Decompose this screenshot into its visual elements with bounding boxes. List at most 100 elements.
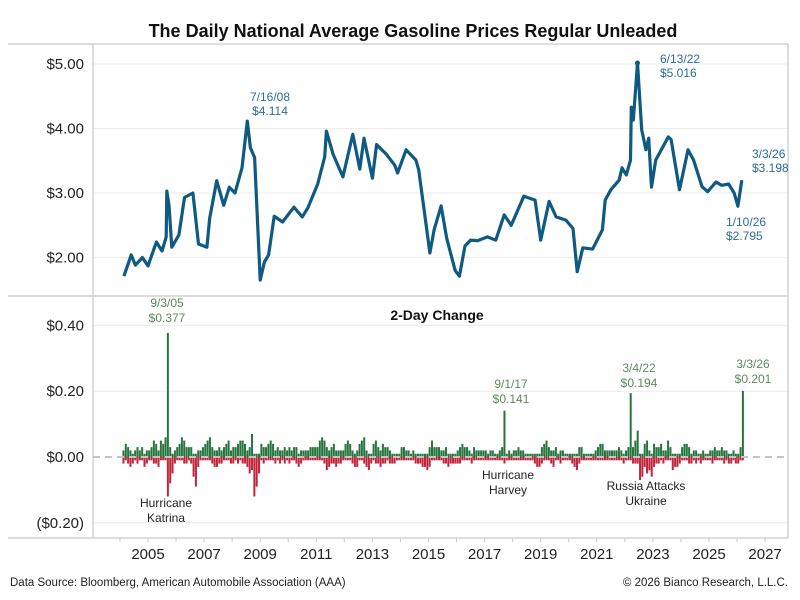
negative-change-bar [388, 457, 391, 464]
positive-change-bar [255, 453, 258, 457]
negative-change-bar [540, 457, 543, 464]
negative-change-bar [337, 457, 340, 464]
positive-change-bar [480, 450, 483, 457]
negative-change-bar [564, 457, 567, 461]
positive-change-bar [473, 447, 476, 457]
y-tick-label: $0.00 [46, 449, 84, 466]
positive-change-bar [734, 453, 737, 457]
negative-change-bar [206, 457, 209, 461]
positive-change-bar [131, 453, 134, 457]
negative-change-bar [461, 457, 464, 461]
positive-change-bar [545, 440, 548, 457]
negative-change-bar [302, 457, 305, 461]
negative-change-bar [494, 457, 497, 461]
positive-change-bar [519, 450, 522, 457]
negative-change-bar [304, 457, 307, 461]
positive-change-bar [290, 450, 293, 457]
negative-change-bar [370, 457, 373, 464]
negative-change-bar [484, 457, 487, 461]
positive-change-bar [134, 450, 137, 457]
negative-change-bar [533, 457, 536, 464]
positive-change-bar [657, 447, 660, 457]
negative-change-bar [547, 457, 550, 461]
positive-change-bar [709, 450, 712, 457]
negative-change-bar [152, 457, 155, 464]
negative-change-bar [197, 457, 200, 467]
x-tick-label: 2015 [412, 546, 445, 563]
negative-change-bar [300, 457, 303, 464]
y-tick-label: $0.40 [46, 317, 84, 334]
negative-change-bar [283, 457, 286, 464]
price-line [122, 61, 744, 282]
negative-change-bar [730, 457, 733, 464]
positive-change-bar [143, 453, 146, 457]
negative-change-bar [138, 457, 141, 461]
negative-change-bar [162, 457, 165, 461]
negative-change-bar [405, 457, 408, 461]
negative-change-bar [683, 457, 686, 461]
negative-change-bar [234, 457, 237, 461]
positive-change-bar [489, 450, 492, 457]
positive-change-bar [650, 453, 653, 457]
positive-change-bar [141, 447, 144, 457]
positive-change-bar [667, 440, 670, 457]
negative-change-bar [613, 457, 616, 461]
positive-change-bar [395, 453, 398, 457]
negative-change-bar [529, 457, 532, 461]
positive-change-bar [615, 450, 618, 457]
negative-change-bar [178, 457, 181, 461]
negative-change-bar [241, 457, 244, 464]
annotation-date: 1/10/26 [726, 215, 766, 229]
x-tick-label: 2021 [580, 546, 613, 563]
positive-change-bar [592, 453, 595, 457]
negative-change-bar [236, 457, 239, 464]
positive-change-bar [302, 450, 305, 457]
positive-change-bar [150, 447, 153, 457]
annotation-date: 9/3/05 [150, 296, 184, 310]
positive-change-bar [173, 450, 176, 457]
annotation-date: 9/1/17 [494, 377, 528, 391]
positive-change-bar [166, 332, 169, 457]
positive-change-bar [314, 447, 317, 457]
negative-change-bar [374, 457, 377, 464]
positive-change-bar [145, 450, 148, 457]
positive-change-bar [244, 443, 247, 457]
negative-change-bar [267, 457, 270, 461]
positive-change-bar [225, 443, 228, 457]
negative-change-bar [627, 457, 630, 461]
positive-change-bar [187, 447, 190, 457]
negative-change-bar [517, 457, 520, 461]
negative-change-bar [379, 457, 382, 467]
negative-change-bar [377, 457, 380, 464]
y-tick-label: $0.20 [46, 383, 84, 400]
negative-change-bar [253, 457, 256, 497]
positive-change-bar [538, 453, 541, 457]
positive-change-bar [503, 410, 506, 457]
positive-change-bar [405, 450, 408, 457]
positive-change-bar [239, 440, 242, 457]
annotation-date: 7/16/08 [250, 90, 290, 104]
negative-change-bar [571, 457, 574, 464]
negative-change-bar [260, 457, 263, 461]
negative-change-bar [702, 457, 705, 461]
negative-change-bar [136, 457, 139, 464]
negative-change-bar [356, 457, 359, 467]
negative-change-bar [330, 457, 333, 464]
positive-change-bar [678, 453, 681, 457]
negative-change-bar [681, 457, 684, 461]
positive-change-bar [456, 450, 459, 457]
negative-change-bar [653, 457, 656, 467]
negative-change-bar [582, 457, 585, 461]
negative-change-bar [741, 457, 744, 461]
x-tick-label: 2027 [748, 546, 781, 563]
positive-change-bar [704, 453, 707, 457]
positive-change-bar [452, 453, 455, 457]
positive-change-bar [258, 453, 261, 457]
negative-change-bar [363, 457, 366, 464]
negative-change-bar [435, 457, 438, 461]
negative-change-bar [171, 457, 174, 474]
negative-change-bar [473, 457, 476, 461]
positive-change-bar [505, 453, 508, 457]
annotation-value: $0.201 [735, 372, 772, 386]
